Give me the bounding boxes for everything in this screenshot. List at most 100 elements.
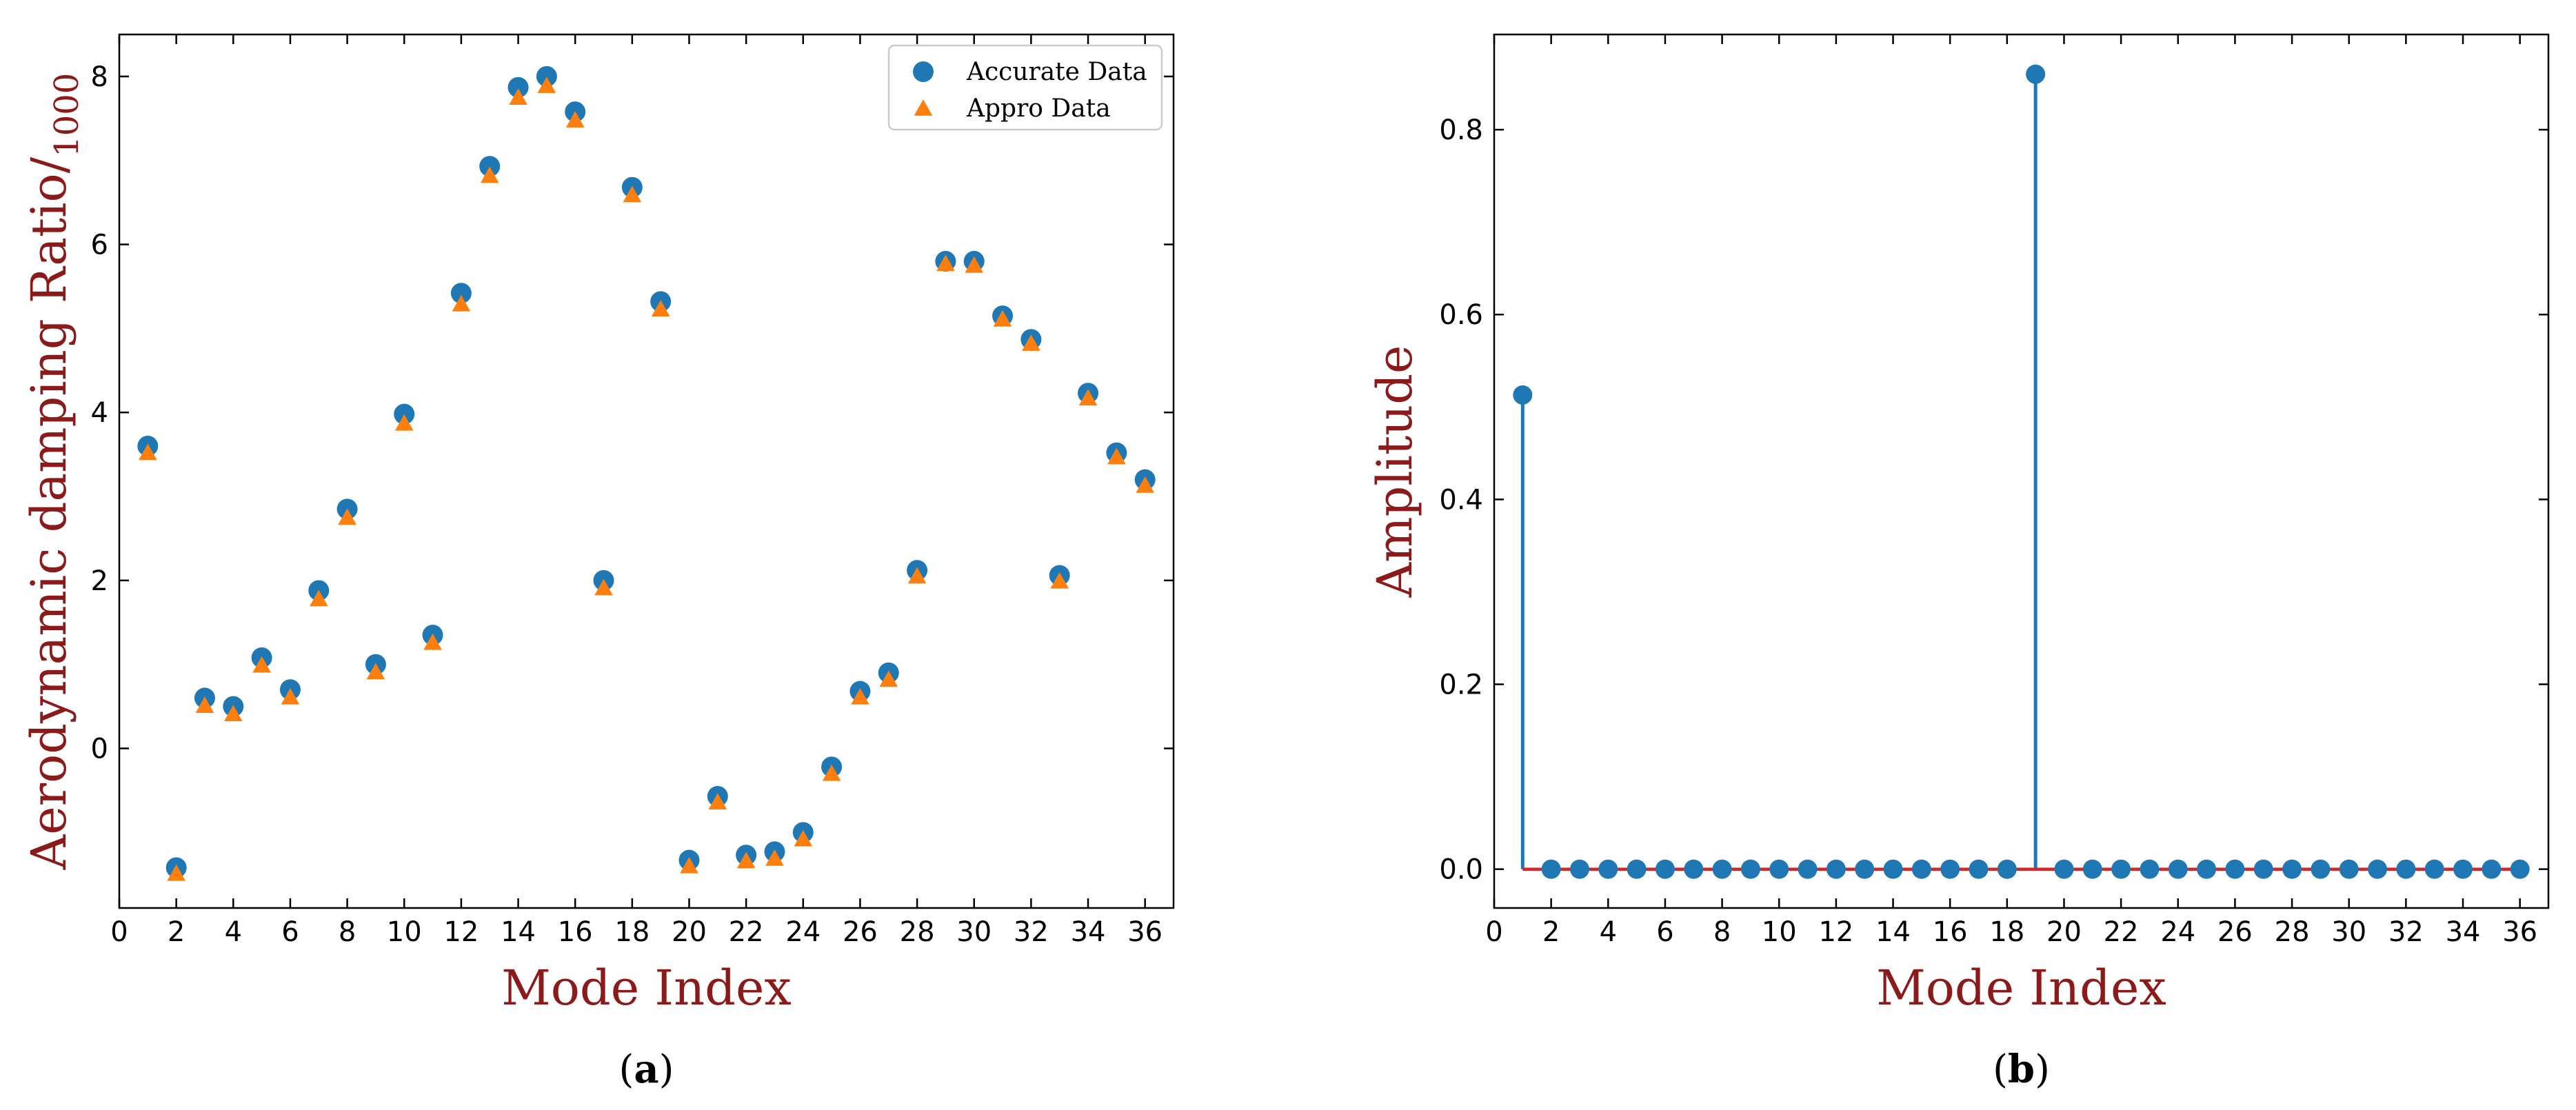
y-tick-label: 0.2 [1439,669,1483,701]
y-axis-title: Amplitude [1367,345,1423,598]
x-tick-label: 20 [2046,916,2082,948]
stem-marker [2282,859,2302,879]
stem-marker [1541,859,1561,879]
appro-data-point [822,764,841,781]
accurate-data-point [507,77,529,98]
stem-marker [2311,859,2331,879]
appro-data-point [223,705,243,722]
x-tick-label: 2 [1542,916,1560,948]
appro-data-point [480,166,499,183]
x-tick-label: 26 [2217,916,2253,948]
stem-marker [1883,859,1903,879]
y-tick-label: 8 [91,61,108,93]
stem-marker [1940,859,1960,879]
appro-data-point [338,508,356,525]
x-tick-label: 6 [281,916,299,948]
accurate-data-point [450,283,472,304]
x-tick-label: 14 [1875,916,1911,948]
x-tick-label: 36 [2502,916,2537,948]
appro-data-point [309,589,328,607]
x-tick-label: 10 [387,916,422,948]
legend-marker-appro [914,99,933,116]
appro-data-point [594,578,613,596]
appro-data-point [965,256,984,273]
appro-data-point [794,829,813,847]
stem-marker [2482,859,2502,879]
appro-data-point [879,670,898,687]
panel-open-paren: ( [618,1047,634,1092]
stem-marker [2453,859,2473,879]
stem-marker [2396,859,2416,879]
y-tick-label: 2 [91,565,108,597]
legend-box [887,44,1163,131]
stem-marker [1855,859,1875,879]
stem-marker [2054,859,2074,879]
x-tick-label: 34 [1071,916,1106,948]
stem-marker [1826,859,1846,879]
appro-data-point [736,851,756,869]
stem-marker [1598,859,1618,879]
appro-data-point [423,633,442,650]
x-tick-label: 34 [2446,916,2481,948]
appro-data-point [281,687,300,705]
stem-marker [2368,859,2388,879]
stem-marker [2197,859,2217,879]
accurate-data-point [536,65,557,87]
x-tick-label: 0 [1485,916,1502,948]
accurate-data-point [479,156,501,177]
x-tick-label: 10 [1762,916,1797,948]
x-tick-label: 0 [110,916,128,948]
appro-data-point [623,185,642,203]
stem-marker [1684,859,1704,879]
y-tick-label: 0.4 [1439,484,1483,516]
appro-data-point [366,663,385,680]
appro-data-point [1050,572,1069,589]
x-tick-label: 14 [501,916,536,948]
appro-data-point [509,88,527,105]
stem-marker [2510,859,2530,879]
x-tick-label: 32 [2388,916,2424,948]
stem-marker [2026,64,2046,84]
appro-data-point [993,310,1012,327]
stem-marker [1798,859,1818,879]
panel-open-paren: ( [1993,1047,2008,1092]
x-tick-label: 28 [2275,916,2310,948]
stem-marker [1655,859,1675,879]
plot-frame [1493,33,2550,909]
y-axis-title: Aerodynamic damping Ratio/1000 [21,73,86,871]
x-tick-label: 32 [1014,916,1049,948]
stem-marker [1569,859,1589,879]
y-tick-label: 6 [91,230,108,261]
panel-close-paren: ) [2035,1047,2050,1092]
x-tick-label: 8 [339,916,356,948]
x-tick-label: 18 [1989,916,2024,948]
stem-marker [1712,859,1732,879]
appro-data-point [167,864,185,881]
legend-label-accurate: Accurate Data [966,58,1147,86]
x-tick-label: 26 [843,916,878,948]
x-tick-label: 12 [443,916,479,948]
appro-data-point [907,567,927,584]
y-tick-label: 0 [91,734,108,765]
x-axis-title: Mode Index [1876,960,2166,1016]
accurate-data-point [394,403,415,425]
stem-marker [2225,859,2245,879]
stem-marker [1627,859,1647,879]
legend-label-appro: Appro Data [966,94,1111,123]
panel-close-paren: ) [659,1047,674,1092]
x-tick-label: 28 [900,916,935,948]
appro-data-point [139,443,157,461]
stem-marker [1911,859,1931,879]
stem-marker [1969,859,1989,879]
appro-data-point [1022,334,1040,351]
appro-data-point [851,687,869,705]
x-tick-label: 16 [1933,916,1968,948]
stem-marker [1997,859,2017,879]
appro-data-point [680,856,698,874]
appro-data-point [252,656,271,673]
y-tick-label: 0.8 [1439,114,1483,146]
appro-data-point [1078,389,1098,406]
x-tick-label: 6 [1656,916,1673,948]
appro-data-point [765,849,784,866]
chart-a: 0 2 4 6 8 10 12 14 16 18 20 22 24 26 28 30 32 34 3602468Mo… [21,33,1175,1092]
